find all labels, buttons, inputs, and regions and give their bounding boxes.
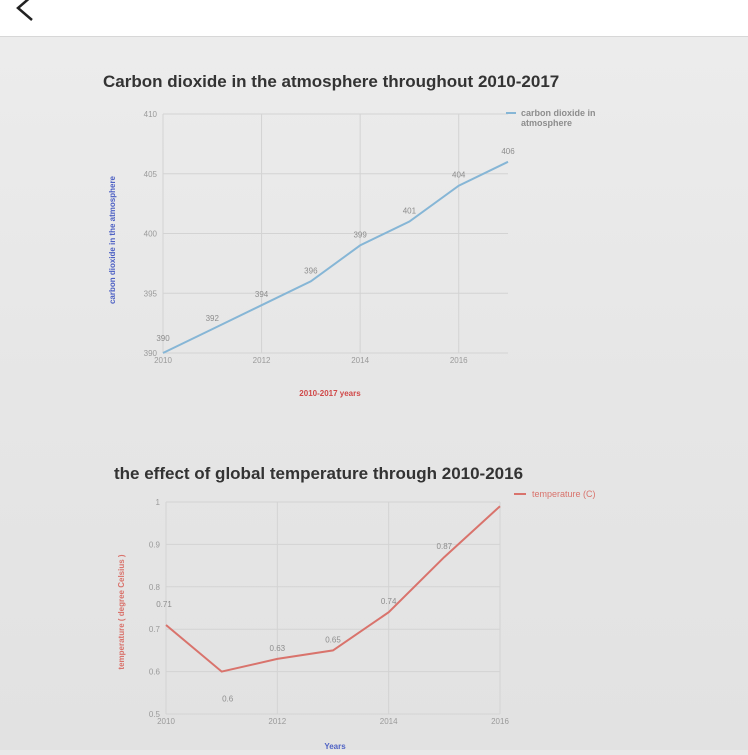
temperature-chart: the effect of global temperature through… bbox=[114, 464, 596, 751]
co2-chart-title: Carbon dioxide in the atmosphere through… bbox=[103, 72, 559, 91]
y-tick-label: 395 bbox=[144, 289, 158, 298]
x-tick-label: 2010 bbox=[157, 717, 175, 726]
data-label: 0.71 bbox=[156, 600, 172, 609]
data-label: 0.87 bbox=[437, 542, 453, 551]
y-tick-label: 0.7 bbox=[149, 625, 161, 634]
data-label: 396 bbox=[304, 266, 318, 275]
data-label: 401 bbox=[403, 207, 417, 216]
temperature-y-axis-title: temperature ( degree Celsius ) bbox=[117, 554, 126, 669]
y-tick-label: 0.9 bbox=[149, 540, 161, 549]
temperature-legend: temperature (C) bbox=[514, 489, 596, 499]
top-bar bbox=[0, 0, 748, 37]
temperature-x-tick-labels: 2010 2012 2014 2016 bbox=[157, 717, 509, 726]
data-label: 404 bbox=[452, 171, 466, 180]
data-label: 390 bbox=[156, 334, 170, 343]
temperature-gridlines bbox=[165, 501, 501, 715]
data-label: 406 bbox=[501, 147, 515, 156]
co2-legend: carbon dioxide in atmosphere bbox=[506, 108, 598, 128]
photo-of-charts: Carbon dioxide in the atmosphere through… bbox=[0, 37, 748, 751]
temperature-data-labels: 0.71 0.6 0.63 0.65 0.74 0.87 bbox=[156, 542, 452, 703]
x-tick-label: 2016 bbox=[491, 717, 509, 726]
co2-data-labels: 390 392 394 396 399 401 404 406 bbox=[156, 147, 515, 343]
co2-y-tick-labels: 390 395 400 405 410 bbox=[144, 110, 158, 358]
co2-series-line bbox=[162, 160, 509, 354]
charts-canvas: Carbon dioxide in the atmosphere through… bbox=[103, 72, 598, 751]
chevron-left-icon[interactable] bbox=[10, 0, 40, 24]
y-tick-label: 0.6 bbox=[149, 668, 161, 677]
y-tick-label: 405 bbox=[144, 170, 158, 179]
data-label: 0.65 bbox=[325, 635, 341, 644]
co2-chart: Carbon dioxide in the atmosphere through… bbox=[103, 72, 598, 398]
co2-y-axis-title: carbon dioxide in the atmosphere bbox=[108, 175, 117, 304]
y-tick-label: 0.8 bbox=[149, 583, 161, 592]
temperature-y-tick-labels: 0.5 0.6 0.7 0.8 0.9 1 bbox=[149, 498, 161, 719]
temperature-series-line bbox=[165, 505, 501, 673]
data-label: 0.63 bbox=[270, 644, 286, 653]
x-tick-label: 2014 bbox=[380, 717, 398, 726]
y-tick-label: 390 bbox=[144, 349, 158, 358]
co2-x-axis-title: 2010-2017 years bbox=[299, 389, 361, 398]
temperature-x-axis-title: Years bbox=[324, 742, 346, 750]
x-tick-label: 2016 bbox=[450, 356, 468, 365]
data-label: 392 bbox=[206, 314, 220, 323]
y-tick-label: 410 bbox=[144, 110, 158, 119]
x-tick-label: 2014 bbox=[351, 356, 369, 365]
x-tick-label: 2012 bbox=[253, 356, 271, 365]
x-tick-label: 2010 bbox=[154, 356, 172, 365]
temperature-legend-label: temperature (C) bbox=[532, 489, 596, 499]
y-tick-label: 1 bbox=[156, 498, 161, 507]
co2-gridlines bbox=[162, 113, 508, 354]
co2-x-tick-labels: 2010 2012 2014 2016 bbox=[154, 356, 468, 365]
y-tick-label: 0.5 bbox=[149, 710, 161, 719]
data-label: 399 bbox=[353, 230, 367, 239]
co2-legend-label: carbon dioxide in atmosphere bbox=[521, 108, 598, 128]
y-tick-label: 400 bbox=[144, 230, 158, 239]
x-tick-label: 2012 bbox=[268, 717, 286, 726]
data-label: 394 bbox=[255, 290, 269, 299]
data-label: 0.6 bbox=[222, 695, 234, 704]
data-label: 0.74 bbox=[381, 597, 397, 606]
temperature-chart-title: the effect of global temperature through… bbox=[114, 464, 523, 483]
